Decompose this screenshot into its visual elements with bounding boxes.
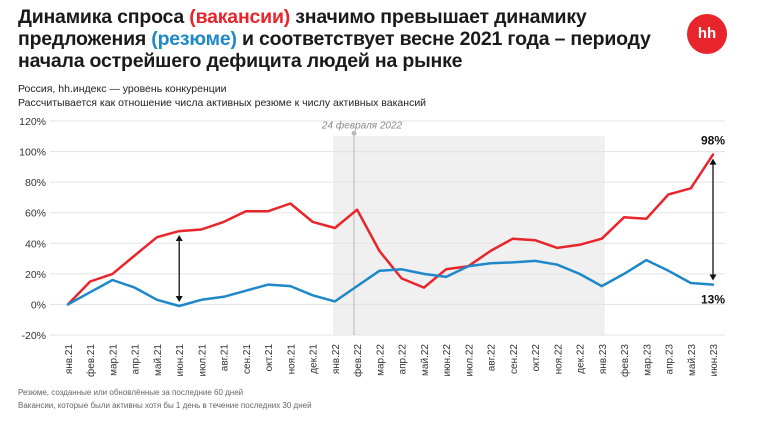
x-tick-label: авг.22 bbox=[487, 344, 498, 372]
x-tick-label: июн.23 bbox=[709, 344, 720, 377]
x-tick-label: фев.21 bbox=[85, 344, 97, 377]
y-tick-label: -20% bbox=[21, 330, 46, 342]
x-tick-label: мар.23 bbox=[642, 344, 653, 376]
subtitle-region: Россия, hh.индекс — уровень конкуренции bbox=[18, 83, 227, 95]
end-label-resumes: 13% bbox=[701, 293, 725, 307]
shaded-period bbox=[333, 136, 605, 335]
x-tick-label: сен.22 bbox=[509, 344, 520, 374]
event-label: 24 февраля 2022 bbox=[321, 120, 403, 132]
title-vacancies: (вакансии) bbox=[189, 6, 291, 28]
gap-arrow-2023-head-bottom bbox=[709, 274, 717, 281]
end-label-vacancies: 98% bbox=[701, 134, 725, 148]
y-tick-label: 40% bbox=[25, 238, 46, 250]
x-tick-label: ноя.21 bbox=[286, 344, 297, 375]
x-tick-label: июн.21 bbox=[175, 344, 186, 377]
title-resumes: (резюме) bbox=[151, 28, 237, 50]
x-tick-label: мар.22 bbox=[375, 344, 386, 376]
x-tick-label: дек.22 bbox=[576, 344, 587, 374]
x-tick-label: май.23 bbox=[687, 344, 698, 376]
footnote-resumes: Резюме, созданные или обновлённые за пос… bbox=[18, 388, 244, 397]
x-tick-label: окт.21 bbox=[264, 344, 275, 372]
x-tick-label: апр.21 bbox=[131, 344, 142, 375]
x-tick-label: апр.22 bbox=[398, 344, 409, 375]
gap-arrow-2021-head-bottom bbox=[175, 295, 183, 302]
x-tick-label: авг.21 bbox=[220, 344, 231, 372]
x-tick-label: мар.21 bbox=[108, 344, 119, 376]
x-tick-label: май.22 bbox=[420, 344, 431, 376]
x-tick-label: фев.23 bbox=[619, 344, 631, 377]
y-tick-label: 60% bbox=[25, 208, 46, 220]
x-tick-label: июн.22 bbox=[442, 344, 453, 377]
event-marker-dot bbox=[351, 130, 357, 136]
subtitle-definition: Рассчитывается как отношение числа актив… bbox=[18, 97, 427, 109]
x-tick-label: янв.22 bbox=[331, 344, 342, 375]
x-tick-label: фев.22 bbox=[352, 344, 364, 377]
gap-arrow-2021-head-top bbox=[175, 235, 183, 242]
y-tick-label: 20% bbox=[25, 269, 46, 281]
series-line-resumes bbox=[66, 258, 715, 308]
x-tick-label: янв.23 bbox=[598, 344, 609, 375]
chart-title: Динамика спроса (вакансии) значимо превы… bbox=[18, 6, 651, 72]
x-tick-label: окт.22 bbox=[531, 344, 542, 372]
x-tick-label: май.21 bbox=[153, 344, 164, 376]
x-tick-label: июл.22 bbox=[464, 344, 475, 377]
series-line-vacancies bbox=[66, 153, 715, 306]
y-tick-label: 0% bbox=[31, 299, 46, 311]
x-tick-label: ноя.22 bbox=[553, 344, 564, 375]
x-tick-label: янв.21 bbox=[64, 344, 75, 375]
x-tick-label: сен.21 bbox=[242, 344, 253, 374]
y-tick-label: 100% bbox=[19, 147, 46, 159]
y-tick-label: 120% bbox=[19, 116, 46, 128]
x-tick-label: июл.21 bbox=[197, 344, 208, 377]
y-tick-label: 80% bbox=[25, 177, 46, 189]
x-tick-label: дек.21 bbox=[309, 344, 320, 374]
hh-logo: hh bbox=[687, 14, 727, 54]
gap-arrow-2023-head-top bbox=[709, 158, 717, 165]
footnote-vacancies: Вакансии, которые были активны хотя бы 1… bbox=[18, 401, 312, 410]
x-tick-label: апр.23 bbox=[665, 344, 676, 375]
